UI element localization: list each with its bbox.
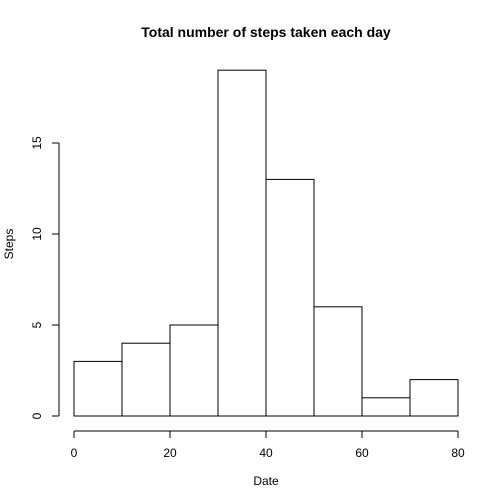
chart-title: Total number of steps taken each day (141, 24, 391, 40)
x-axis: 0 20 40 60 80 (71, 430, 465, 460)
x-tick-label: 80 (451, 446, 465, 460)
histogram-bar-4 (217, 69, 267, 417)
y-axis-label: Steps (2, 229, 16, 260)
y-tick-label: 0 (30, 412, 44, 419)
histogram-bar-3 (169, 324, 219, 417)
histogram-bar-6 (313, 306, 363, 417)
histogram-bar-1 (73, 360, 123, 417)
histogram-bar-7 (361, 397, 411, 417)
y-axis: 0 5 10 15 (30, 136, 60, 419)
histogram-bar-2 (121, 342, 171, 417)
y-tick-label: 5 (30, 321, 44, 328)
x-axis-label: Date (253, 474, 279, 488)
y-tick-label: 10 (30, 227, 44, 241)
x-tick-label: 40 (259, 446, 273, 460)
bars-group (73, 69, 459, 417)
histogram-bar-5 (265, 178, 315, 417)
x-tick-label: 0 (71, 446, 78, 460)
y-tick-label: 15 (30, 136, 44, 150)
x-tick-label: 60 (355, 446, 369, 460)
x-tick-label: 20 (163, 446, 177, 460)
histogram-bar-8 (409, 379, 459, 417)
